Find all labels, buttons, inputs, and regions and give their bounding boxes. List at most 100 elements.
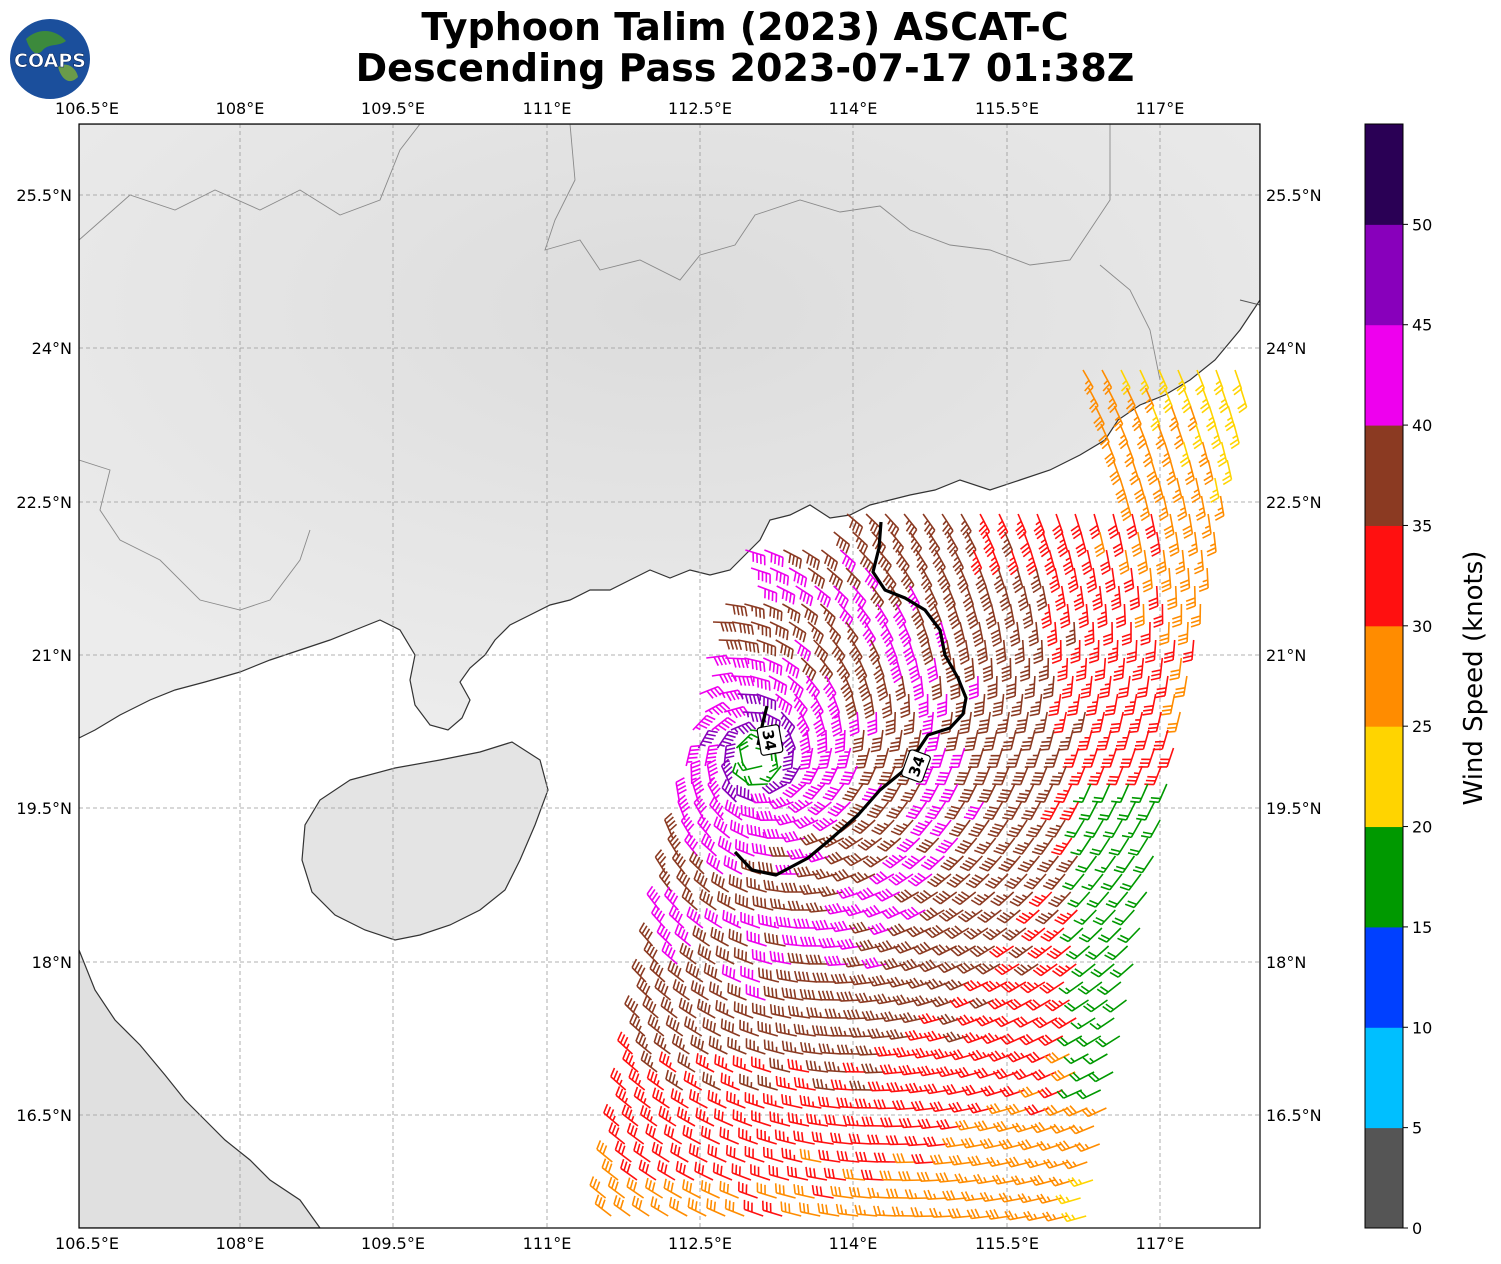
wind-barb [1046, 945, 1072, 960]
wind-barb [1038, 657, 1050, 682]
wind-barb [1129, 459, 1140, 486]
wind-barb [740, 804, 762, 821]
wind-barb [961, 1084, 987, 1096]
wind-barb [800, 1041, 823, 1055]
wind-barb [723, 743, 736, 767]
wind-barb [1085, 945, 1110, 960]
wind-barb [931, 675, 943, 701]
wind-barb [1056, 855, 1079, 873]
wind-barb [881, 783, 902, 803]
wind-barb [650, 1196, 669, 1217]
wind-barb [955, 1014, 982, 1026]
wind-barb [854, 657, 868, 684]
wind-barb [942, 1190, 967, 1201]
wind-barb [985, 603, 997, 630]
wind-barb [1117, 927, 1141, 944]
wind-barb [1152, 477, 1164, 504]
wind-barb [1173, 423, 1184, 450]
wind-barb [1089, 837, 1111, 856]
wind-barb [1109, 963, 1134, 978]
wind-barb [745, 549, 766, 566]
wind-barb [891, 1206, 916, 1217]
wind-barb [1081, 873, 1104, 891]
wind-barb [769, 621, 789, 641]
lon-tick: 109.5°E [361, 99, 425, 118]
wind-barb [677, 794, 691, 821]
wind-barb [1118, 549, 1130, 575]
wind-barb [786, 1165, 809, 1181]
wind-barb [1028, 891, 1053, 908]
wind-barb [799, 884, 824, 895]
wind-barb [757, 1074, 778, 1091]
wind-barb [811, 1131, 834, 1145]
wind-barb [835, 1203, 859, 1217]
wind-barb [876, 837, 902, 852]
wind-barb [1155, 675, 1169, 699]
wind-barb [862, 855, 888, 868]
wind-barb [654, 849, 667, 875]
wind-barb [1163, 639, 1176, 664]
wind-barb [1081, 1107, 1107, 1118]
wind-barb [707, 1144, 727, 1163]
wind-barb [799, 832, 825, 846]
wind-barb [1181, 387, 1192, 414]
wind-barb [895, 675, 906, 701]
wind-barb [1107, 639, 1119, 664]
wind-barb [692, 714, 716, 731]
wind-barb [858, 675, 871, 702]
wind-barb [1001, 531, 1014, 558]
wind-barb [907, 872, 933, 887]
wind-barb [1011, 1068, 1038, 1081]
wind-barb [818, 1149, 841, 1163]
wind-barb [800, 603, 819, 626]
wind-barb [685, 961, 704, 983]
wind-barb [1055, 1140, 1081, 1152]
wind-barb [898, 958, 925, 972]
wind-barb [873, 1046, 899, 1057]
map-frame [78, 123, 1261, 1229]
wind-barb [761, 780, 788, 795]
land-vietnam [79, 949, 321, 1228]
wind-barb [700, 1125, 721, 1145]
province-borders [79, 124, 1161, 611]
wind-barb [799, 1095, 822, 1109]
wind-barb [975, 963, 1001, 975]
wind-barb [830, 1079, 854, 1091]
wind-barb [696, 998, 716, 1019]
wind-barb [831, 639, 846, 665]
wind-barb [930, 1048, 956, 1060]
wind-barb [745, 1038, 766, 1055]
wind-barb [793, 918, 817, 929]
wind-barb [737, 761, 763, 772]
lat-tick: 25.5°N [1266, 186, 1322, 205]
wind-barb [873, 657, 885, 684]
wind-barb [762, 828, 787, 839]
wind-barb [1123, 567, 1135, 593]
wind-barb [890, 819, 914, 836]
wind-barb [1013, 963, 1039, 976]
wind-barb [924, 924, 951, 939]
wind-barb [746, 930, 767, 947]
wind-barb [842, 1062, 867, 1073]
wind-barb [1148, 585, 1159, 611]
wind-barb [1044, 549, 1056, 576]
wind-barb [1010, 693, 1024, 717]
wind-barb [855, 939, 881, 952]
wind-barb [881, 905, 907, 920]
wind-barb [1023, 1210, 1049, 1222]
wind-barb [699, 889, 717, 911]
wind-barb [788, 567, 808, 588]
lat-tick: 24°N [32, 339, 72, 358]
map-area [79, 124, 1260, 1228]
wind-barb [986, 1103, 1012, 1115]
wind-barb [959, 855, 983, 872]
wind-barb [1182, 513, 1194, 539]
wind-barb [1092, 585, 1103, 611]
wind-barb [626, 1122, 645, 1145]
wind-barb [740, 965, 761, 983]
wind-barb [952, 549, 965, 576]
wind-barb [898, 621, 912, 648]
chart-title-line2: Descending Pass 2023-07-17 01:38Z [355, 46, 1135, 90]
wind-barb [942, 585, 956, 612]
wind-barb [734, 893, 755, 911]
